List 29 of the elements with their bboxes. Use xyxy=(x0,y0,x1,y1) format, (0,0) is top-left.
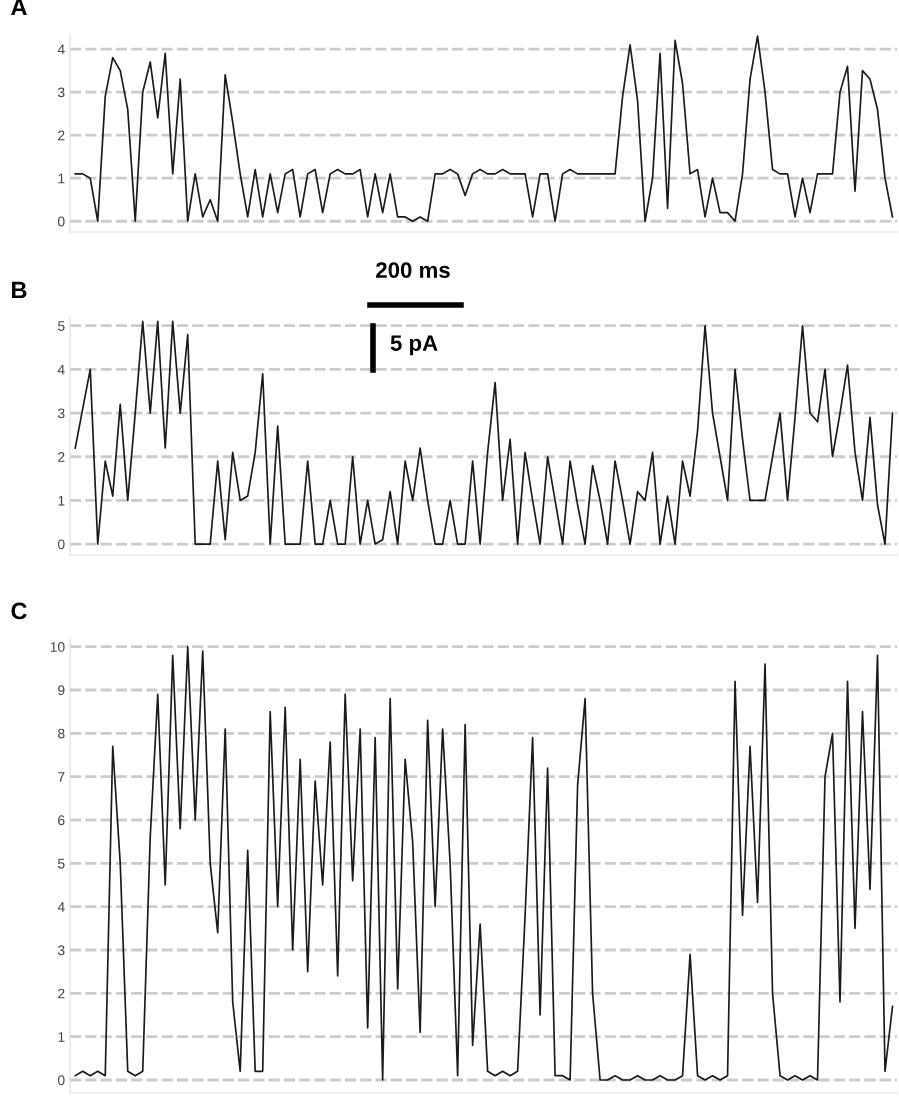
y-tick-label: 5 xyxy=(57,858,65,869)
y-tick-label: 5 xyxy=(57,321,65,331)
y-tick-label: 1 xyxy=(58,495,65,506)
chart-title: C xyxy=(11,602,27,620)
line-series xyxy=(74,35,894,223)
chart-title: B xyxy=(12,281,27,299)
y-tick-label: 8 xyxy=(58,728,65,739)
y-tick-label: 1 xyxy=(58,1032,65,1042)
y-tick-label: 2 xyxy=(58,452,65,462)
y-tick-label: 10 xyxy=(50,642,65,652)
annotation: 5 pA xyxy=(390,335,438,356)
y-tick-label: 2 xyxy=(58,130,65,141)
y-tick-label: 3 xyxy=(57,87,65,98)
y-tick-label: 4 xyxy=(57,44,65,55)
y-tick-label: 1 xyxy=(58,173,65,184)
y-tick-label: 6 xyxy=(58,815,65,826)
y-tick-label: 3 xyxy=(57,408,65,419)
y-tick-label: 3 xyxy=(57,945,65,956)
text: 200 ms xyxy=(376,262,450,278)
y-tick-label: 0 xyxy=(57,539,65,550)
y-tick-label: 9 xyxy=(58,685,65,696)
y-tick-label: 7 xyxy=(58,772,65,782)
y-tick-label: 2 xyxy=(58,988,65,999)
line-series xyxy=(74,320,894,545)
y-tick-label: 4 xyxy=(57,902,65,912)
y-tick-label: 0 xyxy=(57,216,65,227)
line-series xyxy=(74,645,894,1081)
y-tick-label: 0 xyxy=(57,1075,65,1086)
y-tick-label: 4 xyxy=(57,364,65,375)
